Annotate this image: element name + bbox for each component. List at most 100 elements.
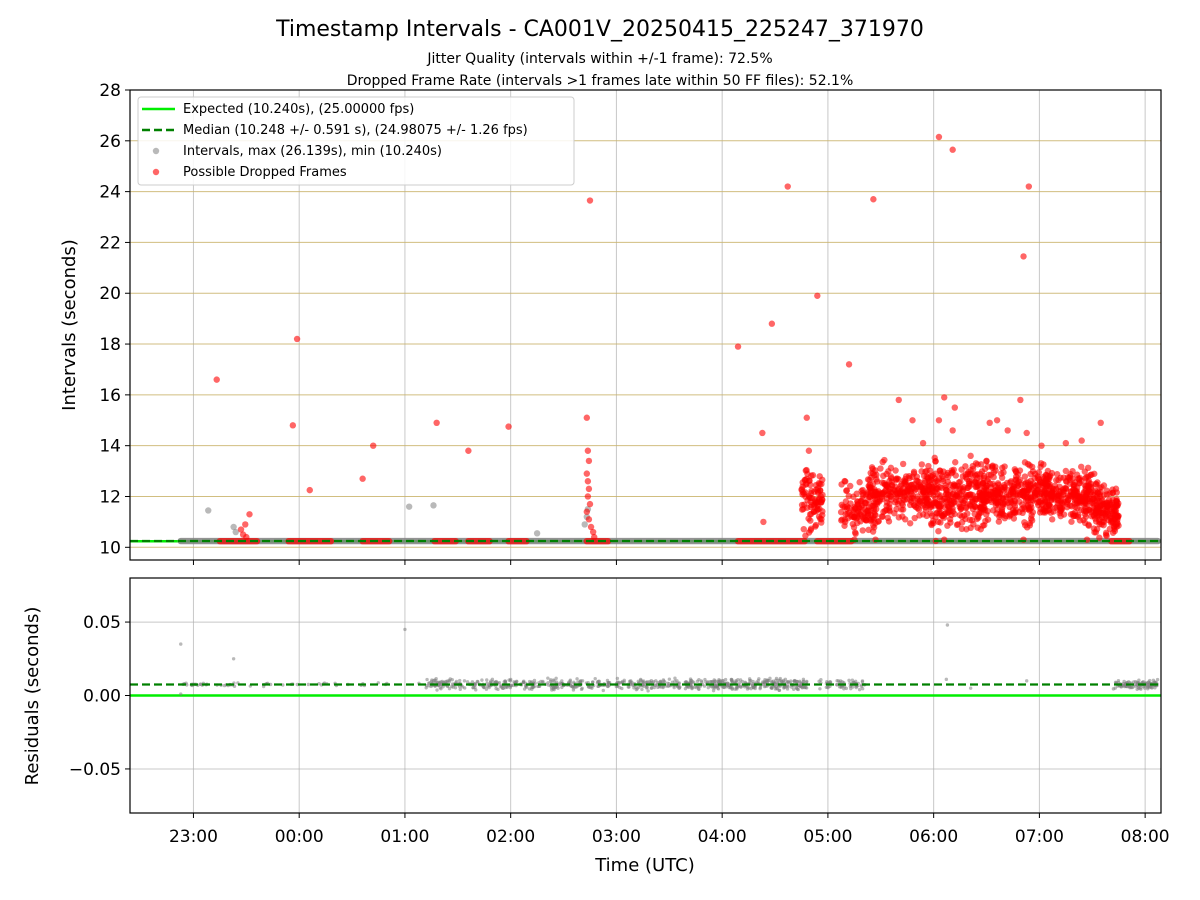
interval-point xyxy=(590,680,595,685)
dropped-frame-point xyxy=(814,292,821,299)
interval-point xyxy=(508,679,513,683)
dropped-frame-point xyxy=(919,439,927,447)
interval-point xyxy=(405,503,413,510)
interval-point xyxy=(503,679,507,683)
dropped-frame-point xyxy=(1043,498,1050,505)
x-ticks: 23:00 00:00 01:00 02:00 03:00 04:00 05:00 06:00… xyxy=(169,813,1170,847)
interval-point xyxy=(697,687,701,692)
dropped-frame-point xyxy=(1053,485,1060,493)
dropped-frame-point xyxy=(906,474,913,482)
interval-point xyxy=(514,679,519,684)
dropped-frame-point xyxy=(883,470,890,478)
dropped-frame-point xyxy=(876,496,884,503)
dropped-frame-point xyxy=(465,447,472,454)
x-tick-label: 05:00 xyxy=(803,827,852,847)
dropped-frame-point xyxy=(1004,427,1011,434)
dropped-frame-point xyxy=(1024,493,1032,501)
dropped-frame-point xyxy=(807,517,814,524)
dropped-frame-point xyxy=(951,404,958,411)
interval-point xyxy=(782,685,786,689)
dropped-frame-point xyxy=(941,536,948,543)
interval-point xyxy=(426,681,431,686)
interval-point xyxy=(438,680,442,685)
interval-point xyxy=(435,688,439,692)
interval-point xyxy=(667,677,672,681)
dropped-frame-point xyxy=(897,492,904,500)
dropped-frame-point xyxy=(1042,503,1050,510)
dropped-frame-point xyxy=(1044,467,1052,475)
interval-point xyxy=(403,627,407,632)
dropped-frame-point xyxy=(1017,396,1024,404)
dropped-frame-point xyxy=(958,525,966,533)
y-tick-label: 24 xyxy=(99,183,121,203)
dropped-frame-point xyxy=(910,470,918,477)
interval-point xyxy=(729,686,733,690)
interval-point xyxy=(1130,685,1134,690)
dropped-frame-point xyxy=(949,469,956,476)
dropped-frame-point xyxy=(983,457,990,465)
dropped-frame-point xyxy=(847,482,854,490)
dropped-frame-point xyxy=(1031,474,1038,482)
legend-box xyxy=(137,96,575,186)
dropped-frame-point xyxy=(992,497,1000,504)
interval-point xyxy=(687,685,691,690)
interval-point xyxy=(1153,680,1157,685)
dropped-frame-point xyxy=(803,504,811,511)
dropped-frame-point xyxy=(1010,488,1017,495)
interval-point xyxy=(588,685,593,690)
dropped-frame-point xyxy=(841,477,848,485)
dropped-frame-point xyxy=(1011,482,1018,489)
dropped-frame-point xyxy=(988,484,995,491)
interval-point xyxy=(548,679,553,684)
dropped-frame-point xyxy=(937,519,944,526)
dropped-frame-point xyxy=(1071,483,1078,490)
plot-content xyxy=(130,623,1161,697)
dropped-frame-point xyxy=(1103,487,1110,494)
dropped-frame-point xyxy=(877,465,884,472)
interval-point xyxy=(854,685,858,690)
interval-point xyxy=(860,680,865,684)
dropped-frame-point xyxy=(1001,515,1008,522)
dropped-frame-point xyxy=(584,493,592,500)
interval-point xyxy=(484,687,489,691)
interval-point xyxy=(749,678,753,683)
interval-point xyxy=(852,680,856,685)
dropped-frame-point xyxy=(984,507,991,515)
y-tick-label: 26 xyxy=(99,132,121,152)
dropped-frame-point xyxy=(1059,488,1067,495)
dropped-frame-point xyxy=(999,464,1006,472)
dropped-frame-point xyxy=(1019,509,1026,517)
interval-point xyxy=(689,683,693,687)
dropped-frame-point xyxy=(1109,496,1117,504)
dropped-frame-point xyxy=(986,419,993,427)
interval-point xyxy=(683,686,688,691)
interval-point xyxy=(789,679,793,683)
dropped-frame-point xyxy=(978,491,985,499)
dropped-frame-point xyxy=(246,511,253,518)
dropped-frame-point xyxy=(805,447,813,454)
dropped-frame-point xyxy=(956,503,963,511)
dropped-frame-point xyxy=(505,423,512,430)
dropped-frame-point xyxy=(1037,505,1044,513)
interval-point xyxy=(781,678,786,683)
interval-point xyxy=(222,683,227,688)
interval-point xyxy=(690,686,694,691)
dropped-frame-point xyxy=(433,419,440,427)
dropped-frame-point xyxy=(879,513,886,520)
dropped-frame-point xyxy=(994,480,1002,487)
y-tick-label: 22 xyxy=(99,233,121,253)
x-tick-label: 04:00 xyxy=(698,827,747,847)
dropped-frame-point xyxy=(941,394,948,401)
dropped-frame-point xyxy=(851,529,859,536)
dropped-frame-point xyxy=(1053,476,1060,484)
dropped-frame-point xyxy=(1094,503,1102,511)
interval-point xyxy=(453,686,458,690)
dropped-frame-point xyxy=(859,492,867,499)
y-tick-label: 12 xyxy=(99,487,121,507)
interval-point xyxy=(1155,677,1160,682)
dropped-frame-point xyxy=(1073,500,1081,507)
interval-point xyxy=(458,678,462,683)
dropped-frame-point xyxy=(585,485,593,493)
interval-point xyxy=(232,528,239,536)
